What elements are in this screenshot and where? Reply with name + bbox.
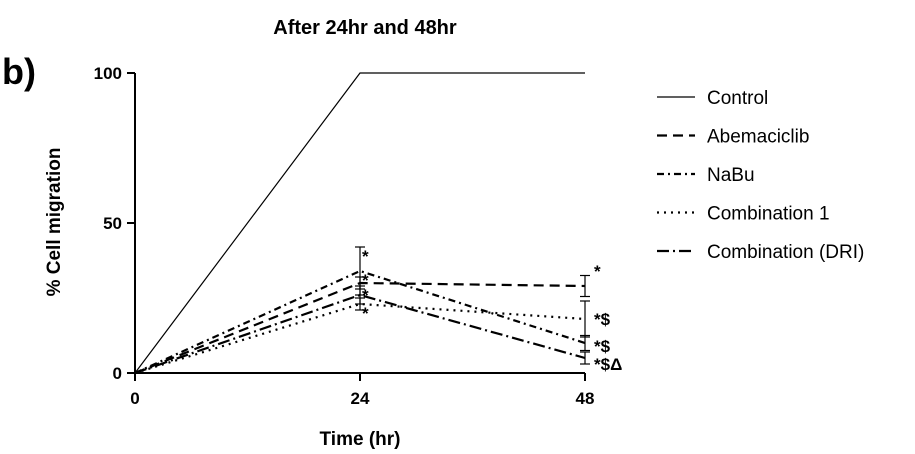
- significance-annotations: ******$*$*$Δ: [362, 247, 622, 374]
- legend-label-1: Abemaciclib: [707, 127, 809, 148]
- error-bars: [355, 246, 590, 365]
- series-line-0: [134, 72, 585, 374]
- y-axis-title: % Cell migration: [44, 148, 65, 297]
- y-tick-label: 50: [103, 214, 122, 233]
- x-tick-label: 24: [351, 389, 370, 408]
- legend-label-0: Control: [707, 88, 768, 109]
- axis-ticks: 0 24 48 0 50 100: [94, 64, 595, 408]
- y-tick-label: 0: [113, 364, 122, 383]
- significance-marker: *: [362, 271, 369, 290]
- legend-label-3: Combination 1: [707, 204, 830, 225]
- chart-title: After 24hr and 48hr: [273, 17, 457, 39]
- legend-label-2: NaBu: [707, 165, 755, 186]
- series-line-3: [134, 302, 586, 375]
- panel-label: b): [2, 51, 36, 92]
- significance-marker: *$: [594, 310, 611, 329]
- significance-marker: *$Δ: [594, 355, 622, 374]
- series-lines: [134, 72, 586, 375]
- significance-marker: *: [594, 262, 601, 281]
- significance-marker: *$: [594, 337, 611, 356]
- significance-marker: *: [362, 247, 369, 266]
- legend-label-4: Combination (DRI): [707, 242, 864, 263]
- legend: Control Abemaciclib NaBu Combination 1 Combi…: [657, 88, 864, 263]
- x-axis-title: Time (hr): [320, 429, 401, 450]
- y-tick-label: 100: [94, 64, 122, 83]
- significance-marker: *: [362, 304, 369, 323]
- x-tick-label: 48: [576, 389, 595, 408]
- significance-marker: *: [362, 286, 369, 305]
- x-tick-label: 0: [130, 389, 139, 408]
